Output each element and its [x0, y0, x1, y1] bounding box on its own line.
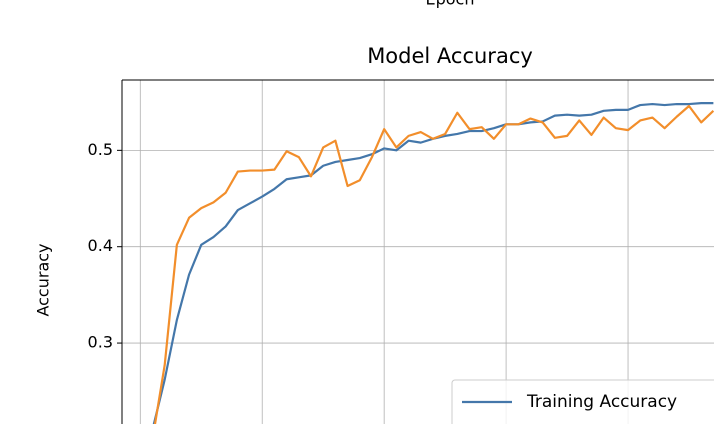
y-tick-label: 0.5	[88, 140, 113, 159]
legend-box	[451, 379, 714, 424]
line-series	[152, 102, 714, 424]
chart-title: Model Accuracy	[367, 44, 533, 68]
line-series	[153, 104, 714, 424]
y-tick-label: 0.4	[88, 236, 113, 255]
y-tick-label: 0.3	[88, 333, 113, 352]
legend: Training Accuracy	[451, 379, 714, 424]
x-axis-label: Epoch	[426, 0, 475, 9]
plot-area	[152, 102, 714, 424]
legend-label: Training Accuracy	[526, 392, 677, 412]
grid	[122, 80, 714, 424]
ticks: 0.3 0.4 0.5	[88, 140, 122, 352]
y-axis-label: Accuracy	[34, 243, 53, 316]
